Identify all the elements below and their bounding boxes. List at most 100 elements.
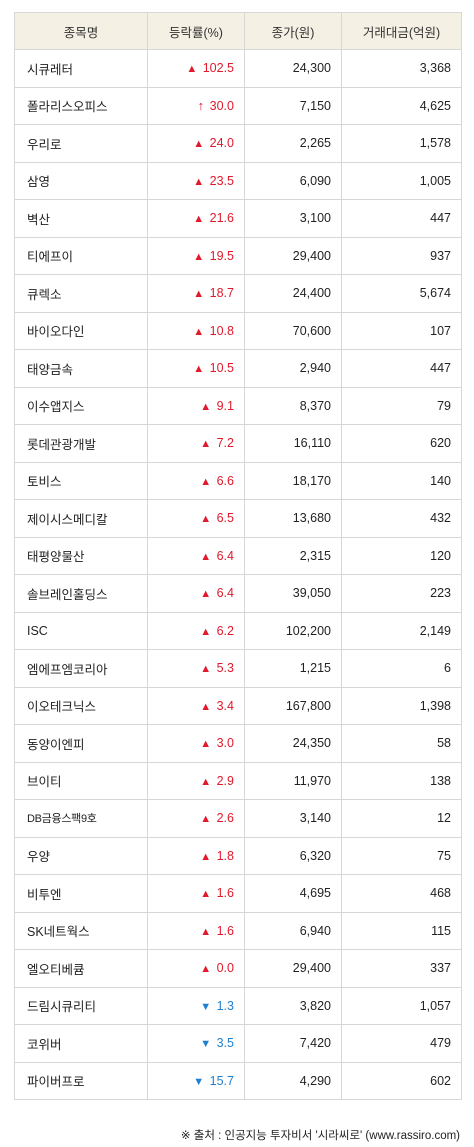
close-price: 6,090 xyxy=(244,161,342,200)
close-price: 3,100 xyxy=(244,199,342,238)
trade-amount: 602 xyxy=(341,1061,462,1100)
close-price: 70,600 xyxy=(244,311,342,350)
trade-amount: 223 xyxy=(341,574,462,613)
table-row: DB금융스팩9호 ▲ 2.6 3,140 12 xyxy=(14,799,462,838)
stock-name: 코위버 xyxy=(14,1024,148,1063)
change-value: 0.0 xyxy=(216,961,234,976)
table-row: 큐렉소 ▲ 18.7 24,400 5,674 xyxy=(14,274,462,313)
table-row: 우양 ▲ 1.8 6,320 75 xyxy=(14,836,462,875)
trade-amount: 115 xyxy=(341,911,462,950)
change-value: 3.0 xyxy=(216,736,234,751)
stock-name: 파이버프로 xyxy=(14,1061,148,1100)
trade-amount: 120 xyxy=(341,536,462,575)
change-rate: ▼ 1.3 xyxy=(147,986,245,1025)
close-price: 7,150 xyxy=(244,86,342,125)
change-rate: ▲ 24.0 xyxy=(147,124,245,163)
stock-name: 브이티 xyxy=(14,761,148,800)
change-value: 3.5 xyxy=(216,1036,234,1051)
change-rate: ▲ 7.2 xyxy=(147,424,245,463)
table-row: 삼영 ▲ 23.5 6,090 1,005 xyxy=(14,161,462,200)
stock-name: 드림시큐리티 xyxy=(14,986,148,1025)
stock-name: 폴라리스오피스 xyxy=(14,86,148,125)
table-row: 태평양물산 ▲ 6.4 2,315 120 xyxy=(14,536,462,575)
close-price: 4,290 xyxy=(244,1061,342,1100)
change-rate: ▲ 3.4 xyxy=(147,686,245,725)
close-price: 2,315 xyxy=(244,536,342,575)
close-price: 6,320 xyxy=(244,836,342,875)
change-value: 15.7 xyxy=(209,1073,234,1088)
change-value: 2.9 xyxy=(216,773,234,788)
change-value: 6.6 xyxy=(216,473,234,488)
triangle-down-icon: ▼ xyxy=(200,1000,212,1013)
triangle-up-icon: ▲ xyxy=(193,138,205,151)
trade-amount: 138 xyxy=(341,761,462,800)
change-rate: ▲ 21.6 xyxy=(147,199,245,238)
trade-amount: 479 xyxy=(341,1024,462,1063)
trade-amount: 2,149 xyxy=(341,611,462,650)
table-row: 시큐레터 ▲ 102.5 24,300 3,368 xyxy=(14,49,462,88)
header-name: 종목명 xyxy=(14,12,148,50)
triangle-up-icon: ▲ xyxy=(193,363,205,376)
stock-name: 동양이엔피 xyxy=(14,724,148,763)
source-note: ※ 출처 : 인공지능 투자비서 '시라씨로' (www.rassiro.com… xyxy=(180,1130,460,1142)
close-price: 13,680 xyxy=(244,499,342,538)
change-rate: ▲ 5.3 xyxy=(147,649,245,688)
change-rate: ▲ 6.6 xyxy=(147,461,245,500)
change-rate: ↑ 30.0 xyxy=(147,86,245,125)
stock-name: 시큐레터 xyxy=(14,49,148,88)
trade-amount: 432 xyxy=(341,499,462,538)
triangle-up-icon: ▲ xyxy=(193,175,205,188)
stock-name: 벽산 xyxy=(14,199,148,238)
change-rate: ▲ 6.4 xyxy=(147,536,245,575)
table-header-row: 종목명 등락률(%) 종가(원) 거래대금(억원) xyxy=(14,12,462,50)
change-value: 6.2 xyxy=(216,623,234,638)
triangle-up-icon: ▲ xyxy=(186,63,198,76)
change-value: 18.7 xyxy=(209,286,234,301)
change-rate: ▲ 6.5 xyxy=(147,499,245,538)
stock-name: 엘오티베큠 xyxy=(14,949,148,988)
change-value: 1.6 xyxy=(216,923,234,938)
stock-name: 우양 xyxy=(14,836,148,875)
stock-name: 우리로 xyxy=(14,124,148,163)
table-row: 우리로 ▲ 24.0 2,265 1,578 xyxy=(14,124,462,163)
triangle-up-icon: ▲ xyxy=(200,588,212,601)
table-row: 브이티 ▲ 2.9 11,970 138 xyxy=(14,761,462,800)
trade-amount: 468 xyxy=(341,874,462,913)
close-price: 24,350 xyxy=(244,724,342,763)
close-price: 167,800 xyxy=(244,686,342,725)
change-rate: ▲ 3.0 xyxy=(147,724,245,763)
close-price: 11,970 xyxy=(244,761,342,800)
trade-amount: 107 xyxy=(341,311,462,350)
change-value: 24.0 xyxy=(209,136,234,151)
close-price: 7,420 xyxy=(244,1024,342,1063)
table-row: 이수앱지스 ▲ 9.1 8,370 79 xyxy=(14,386,462,425)
triangle-up-icon: ▲ xyxy=(200,438,212,451)
change-rate: ▲ 6.2 xyxy=(147,611,245,650)
triangle-up-icon: ▲ xyxy=(200,888,212,901)
triangle-up-icon: ▲ xyxy=(200,700,212,713)
change-rate: ▼ 3.5 xyxy=(147,1024,245,1063)
change-rate: ▲ 23.5 xyxy=(147,161,245,200)
change-value: 23.5 xyxy=(209,173,234,188)
stock-name: 비투엔 xyxy=(14,874,148,913)
table-row: 티에프이 ▲ 19.5 29,400 937 xyxy=(14,236,462,275)
trade-amount: 6 xyxy=(341,649,462,688)
table-row: 제이시스메디칼 ▲ 6.5 13,680 432 xyxy=(14,499,462,538)
close-price: 16,110 xyxy=(244,424,342,463)
change-value: 102.5 xyxy=(202,61,234,76)
change-value: 19.5 xyxy=(209,248,234,263)
triangle-down-icon: ▼ xyxy=(193,1075,205,1088)
table-row: 비투엔 ▲ 1.6 4,695 468 xyxy=(14,874,462,913)
change-value: 1.8 xyxy=(216,848,234,863)
trade-amount: 1,005 xyxy=(341,161,462,200)
table-row: 파이버프로 ▼ 15.7 4,290 602 xyxy=(14,1061,462,1100)
close-price: 3,140 xyxy=(244,799,342,838)
stock-table: 종목명 등락률(%) 종가(원) 거래대금(억원) 시큐레터 ▲ 102.5 24,… xyxy=(14,12,462,1100)
trade-amount: 75 xyxy=(341,836,462,875)
table-row: 엘오티베큠 ▲ 0.0 29,400 337 xyxy=(14,949,462,988)
header-close: 종가(원) xyxy=(244,12,342,50)
change-value: 6.5 xyxy=(216,511,234,526)
table-row: 드림시큐리티 ▼ 1.3 3,820 1,057 xyxy=(14,986,462,1025)
change-rate: ▲ 1.6 xyxy=(147,911,245,950)
trade-amount: 937 xyxy=(341,236,462,275)
